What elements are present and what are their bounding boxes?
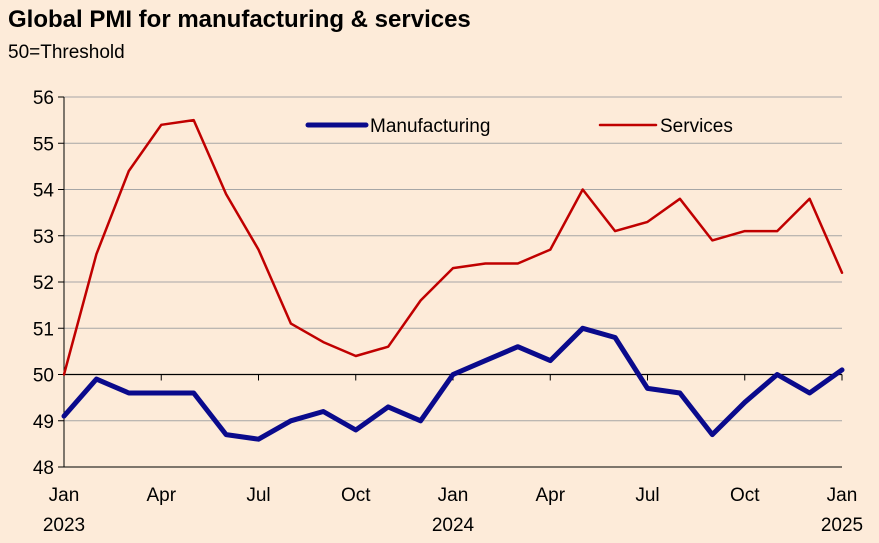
y-tick-label: 50 bbox=[33, 366, 54, 387]
x-tick-year-label: 2023 bbox=[43, 515, 85, 536]
y-tick-label: 56 bbox=[33, 88, 54, 109]
y-tick-label: 52 bbox=[33, 273, 54, 294]
y-tick-label: 55 bbox=[33, 134, 54, 155]
axis-layer: 48 49 50 51 52 53 54 55 56 Jan 2023 Apr Jul Oct Jan 202… bbox=[33, 88, 863, 536]
x-tick-label: Jan bbox=[827, 485, 858, 506]
y-tick-label: 49 bbox=[33, 412, 54, 433]
x-tick-label: Apr bbox=[146, 485, 176, 506]
grid-layer bbox=[64, 96, 842, 422]
x-tick-label: Apr bbox=[535, 485, 565, 506]
x-tick-label: Oct bbox=[341, 485, 371, 506]
legend-label-manufacturing: Manufacturing bbox=[370, 116, 490, 137]
chart-subtitle: 50=Threshold bbox=[8, 42, 125, 63]
legend-label-services: Services bbox=[660, 116, 733, 137]
x-tick-label: Jul bbox=[635, 485, 659, 506]
x-tick-year-label: 2025 bbox=[821, 515, 863, 536]
y-tick-label: 53 bbox=[33, 227, 54, 248]
x-tick-label: Jan bbox=[438, 485, 469, 506]
x-tick-label: Jan bbox=[49, 485, 80, 506]
y-tick-label: 54 bbox=[33, 181, 55, 202]
series-layer bbox=[61, 118, 845, 442]
x-tick-label: Jul bbox=[246, 485, 270, 506]
chart-title: Global PMI for manufacturing & services bbox=[8, 6, 471, 33]
x-tick-year-label: 2024 bbox=[432, 515, 475, 536]
y-tick-label: 48 bbox=[33, 458, 54, 479]
y-tick-label: 51 bbox=[33, 319, 54, 340]
legend: Manufacturing Services bbox=[305, 116, 733, 137]
series-line-services bbox=[62, 118, 844, 376]
x-tick-label: Oct bbox=[730, 485, 760, 506]
series-line-manufacturing bbox=[61, 325, 845, 442]
